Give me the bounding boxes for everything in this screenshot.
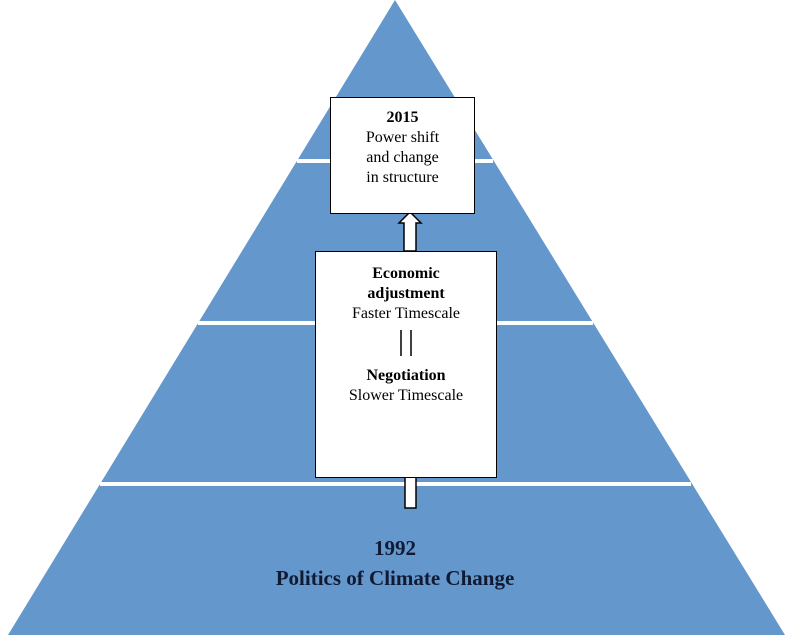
base-year: 1992 [374, 536, 416, 560]
parallel-bars [400, 330, 412, 356]
top-line: Power shift [365, 129, 440, 146]
middle-box: Economic adjustment Faster Timescale Neg… [315, 251, 497, 478]
top-year: 2015 [386, 109, 419, 126]
lower-text: Slower Timescale [348, 387, 464, 404]
upper-text: Faster Timescale [352, 305, 460, 322]
top-line: and change [366, 149, 439, 166]
connector [404, 476, 417, 509]
upper-title: adjustment [367, 285, 445, 302]
top-line: in structure [366, 169, 439, 186]
top-box: 2015 Power shift and change in structure [330, 97, 475, 214]
lower-title: Negotiation [366, 367, 446, 384]
upper-title: Economic [372, 265, 440, 282]
base-title: Politics of Climate Change [275, 566, 515, 590]
base-label: 1992 Politics of Climate Change [0, 533, 790, 593]
